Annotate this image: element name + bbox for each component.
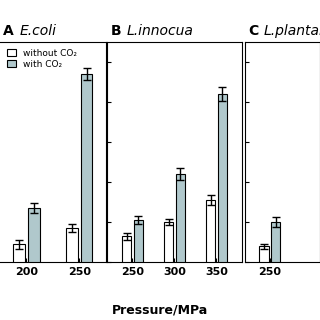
Bar	[271, 222, 280, 262]
Legend: without CO₂, with CO₂: without CO₂, with CO₂	[4, 46, 80, 71]
Text: A: A	[3, 24, 14, 38]
Bar	[66, 228, 78, 262]
Text: B: B	[110, 24, 121, 38]
Bar	[176, 174, 185, 262]
Text: C: C	[248, 24, 258, 38]
Text: E.coli: E.coli	[19, 24, 56, 38]
Bar	[134, 220, 143, 262]
Text: Pressure/MPa: Pressure/MPa	[112, 304, 208, 317]
Bar	[260, 246, 268, 262]
Bar	[28, 208, 40, 262]
Text: L.plantarum: L.plantarum	[264, 24, 320, 38]
Bar	[206, 200, 215, 262]
Text: L.innocua: L.innocua	[126, 24, 193, 38]
Bar	[164, 222, 173, 262]
Bar	[13, 244, 25, 262]
Bar	[122, 236, 131, 262]
Bar	[81, 74, 92, 262]
Bar	[218, 94, 227, 262]
